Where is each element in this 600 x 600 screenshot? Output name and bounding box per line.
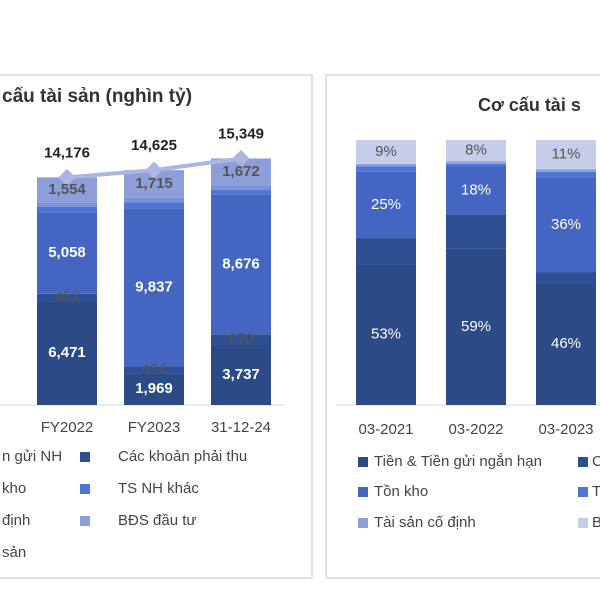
bar-segment [211,185,271,191]
bar-segment [37,293,97,302]
left-panel [0,74,313,579]
data-label: 1,672 [222,163,260,180]
legend-label: Tồn kho [374,483,428,500]
bar-segment [446,163,506,167]
bar-segment [356,171,416,239]
bar-segment [37,212,97,294]
chart-title: cấu tài sản (nghìn tỷ) [2,86,192,107]
data-label: 1,715 [135,175,173,192]
legend-label: kho [2,480,26,497]
data-label: 9% [375,143,397,160]
bar-segment [356,264,416,405]
bar-segment [124,202,184,209]
bar-segment [124,197,184,203]
bar-segment [536,272,596,284]
data-label: 8% [465,142,487,159]
bar-segment [446,140,506,162]
data-label: 424 [141,361,166,378]
legend-swatch [578,487,588,497]
legend-label: B [592,514,600,531]
legend-swatch [358,457,368,467]
bar-segment [356,140,416,164]
data-label: 59% [461,318,491,335]
bar-segment [356,238,416,265]
x-tick-label: FY2023 [128,419,181,436]
x-tick-label: 03-2021 [358,421,413,438]
data-label: 5,058 [48,244,86,261]
total-label: 15,349 [218,125,264,142]
legend-swatch [358,518,368,528]
bar-segment [356,163,416,167]
bar-segment [211,334,271,345]
bar-segment [211,190,271,195]
legend-label: Tiền & Tiền gửi ngắn hạn [374,453,542,470]
bar-segment [37,206,97,213]
data-label: 25% [371,196,401,213]
data-label: 18% [461,181,491,198]
legend-swatch [80,484,90,494]
bar-segment [446,166,506,215]
legend-swatch [358,487,368,497]
data-label: 1,969 [135,380,173,397]
legend-label: C [592,453,600,470]
total-marker [145,161,163,179]
legend-label: BĐS đầu tư [118,512,196,529]
data-label: 11% [552,146,581,163]
data-label: 46% [551,335,581,352]
legend-swatch [578,457,588,467]
bar-segment [446,214,506,249]
x-tick-label: 03-2022 [448,421,503,438]
legend-label: Tài sản cố định [374,514,476,531]
x-tick-label: FY2022 [41,419,94,436]
right-panel [325,74,600,579]
bar-segment [446,161,506,164]
bar-segment [536,283,596,405]
data-label: 670 [228,331,253,348]
data-label: 8,676 [222,256,260,273]
chart-title: Cơ cấu tài s [478,95,581,115]
data-label: 6,471 [48,344,86,361]
data-label: 3,737 [222,366,260,383]
data-label: 1,554 [48,181,86,198]
bar-segment [124,366,184,374]
legend-label: định [2,512,30,529]
legend-label: Các khoản phải thu [118,448,247,465]
bar-segment [356,166,416,172]
bar-segment [124,373,184,405]
bar-segment [124,208,184,367]
legend-label: n gửi NH [2,448,62,465]
legend-label: TS NH khác [118,480,199,497]
legend-label: T [592,483,600,500]
bar-segment [536,140,596,170]
data-label: 9,837 [135,279,173,296]
bar-segment [446,248,506,405]
data-label: 452 [54,288,79,305]
total-label: 14,625 [131,137,177,154]
legend-swatch [578,518,588,528]
bar-segment [37,301,97,405]
x-tick-label: 31-12-24 [211,419,271,436]
data-label: 53% [371,326,401,343]
bar-segment [536,171,596,178]
legend-swatch [80,516,90,526]
legend-label: sản [2,544,26,561]
data-label: 36% [551,216,581,233]
bar-segment [211,344,271,405]
legend-swatch [80,452,90,462]
bar-segment [37,202,97,207]
bar-segment [211,194,271,335]
x-tick-label: 03-2023 [538,421,593,438]
bar-segment [536,177,596,273]
total-marker [232,150,250,167]
total-label: 14,176 [44,144,90,161]
bar-segment [536,169,596,172]
